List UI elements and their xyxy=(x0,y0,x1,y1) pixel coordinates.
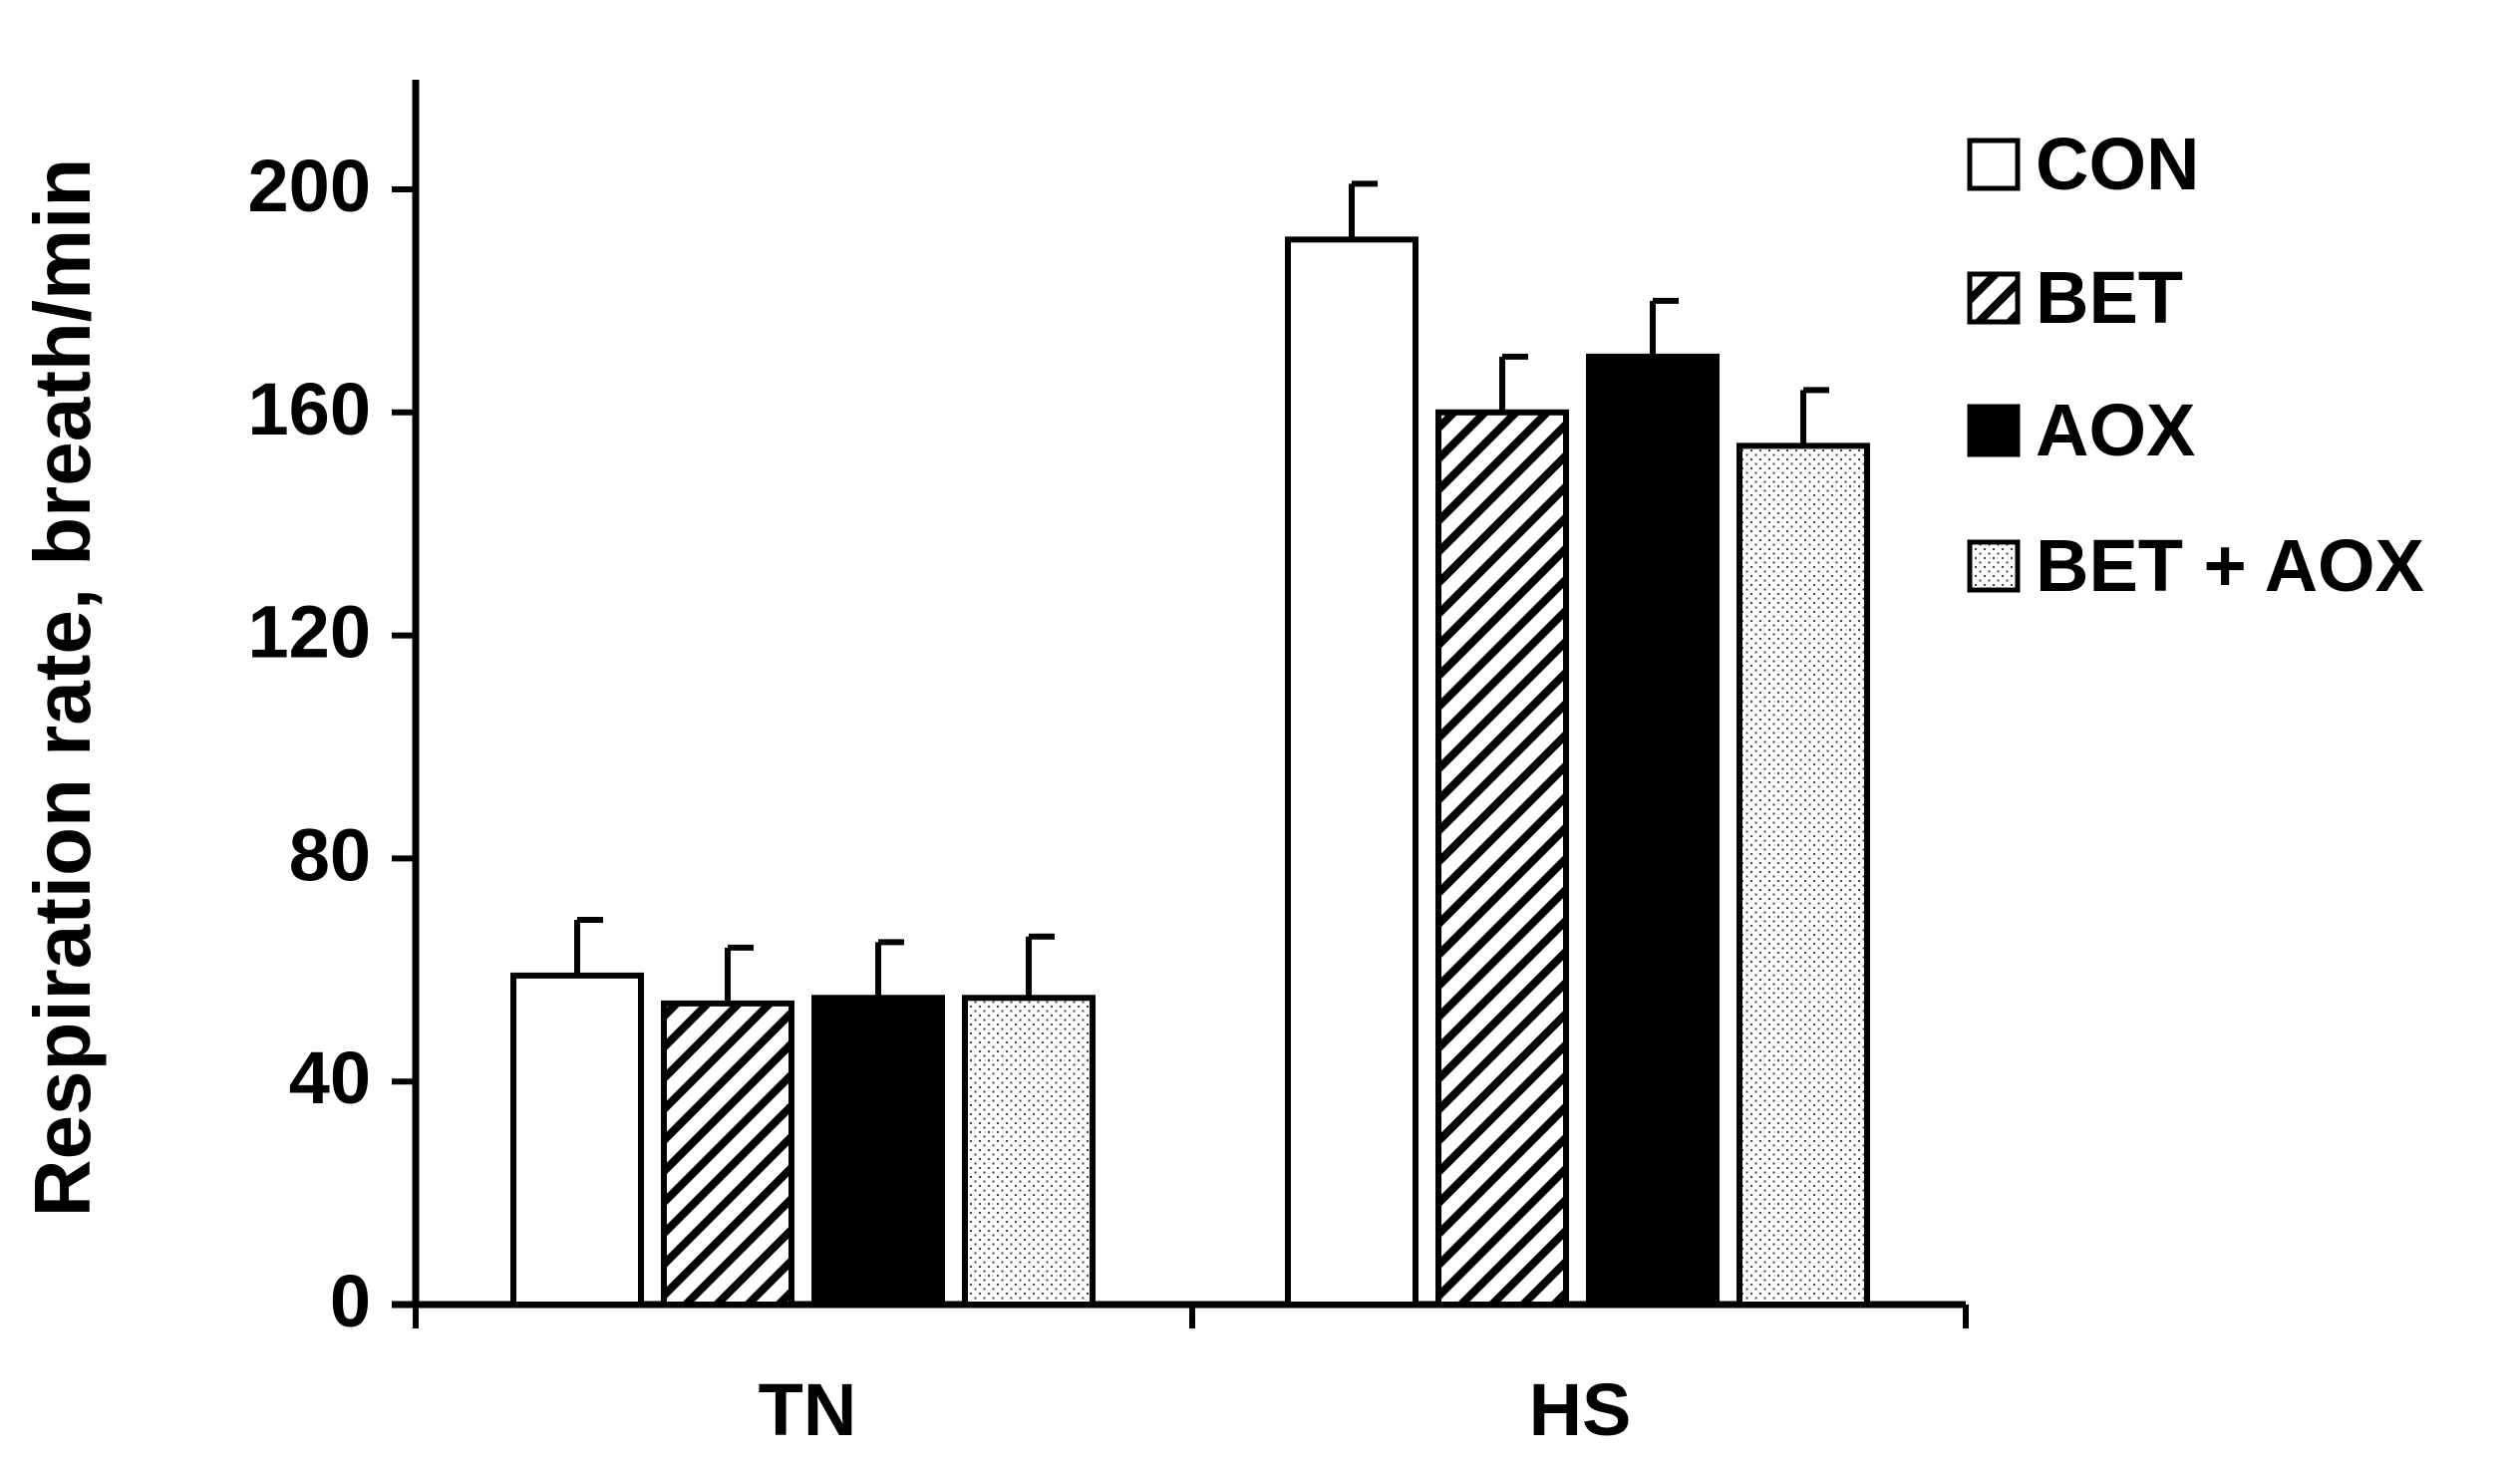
bar-group xyxy=(510,180,1870,1309)
legend-swatch xyxy=(1967,271,2021,325)
bar-tn-bet xyxy=(661,1000,794,1308)
legend-swatch xyxy=(1967,539,2021,593)
y-axis-label: Respiration rate, breath/min xyxy=(18,158,107,1217)
legend-label: CON xyxy=(2036,123,2199,205)
legend-swatch xyxy=(1967,404,2021,457)
legend-label: BET xyxy=(2036,256,2183,339)
legend: CON BET AOX BET + AOX xyxy=(1967,123,2424,607)
y-tick-label: 0 xyxy=(330,1260,371,1342)
bar-hs-bet-aox xyxy=(1736,442,1870,1308)
x-tick-label: HS xyxy=(1529,1368,1632,1451)
legend-label: BET + AOX xyxy=(2036,524,2424,607)
y-tick-label: 160 xyxy=(248,368,371,450)
x-tick-label: TN xyxy=(759,1368,857,1451)
bar-hs-aox xyxy=(1586,353,1720,1309)
y-tick-label: 120 xyxy=(248,591,371,674)
bar-tn-bet-aox xyxy=(962,995,1096,1309)
y-tick-label: 80 xyxy=(289,813,371,896)
y-tick-label: 200 xyxy=(248,145,371,227)
x-axis: TN HS xyxy=(392,1301,1969,1451)
bar-hs-con xyxy=(1285,236,1418,1309)
bar-hs-bet xyxy=(1435,409,1569,1308)
y-tick-label: 40 xyxy=(289,1036,371,1119)
bar-tn-aox xyxy=(811,995,945,1309)
legend-swatch xyxy=(1967,138,2021,191)
y-axis: 0 40 80 120 160 200 xyxy=(248,80,420,1342)
bar-tn-con xyxy=(510,972,644,1309)
legend-label: AOX xyxy=(2036,389,2195,471)
